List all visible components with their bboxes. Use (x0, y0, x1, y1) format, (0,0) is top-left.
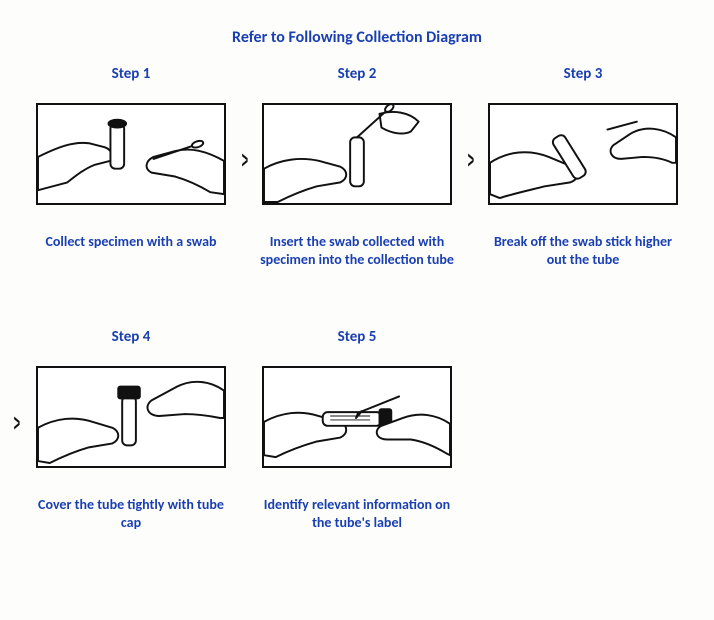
connector-icon: > (242, 149, 248, 173)
step-illustration-frame (36, 103, 226, 205)
step-illustration-frame (262, 366, 452, 468)
step-label: Step 2 (338, 65, 377, 83)
step2-illustration-icon (264, 103, 450, 205)
step-label: Step 5 (338, 328, 377, 346)
step-cell-1: Step 1 Col (27, 65, 235, 268)
step-illustration-frame (262, 103, 452, 205)
step-cell-5: Step 5 (253, 328, 461, 531)
step4-illustration-icon (38, 366, 224, 468)
step-label: Step 1 (112, 65, 151, 83)
step-cell-3: Step 3 Break off the swab stick high (479, 65, 687, 268)
diagram-title: Refer to Following Collection Diagram (27, 28, 687, 47)
step-caption: Break off the swab stick higher out the … (483, 233, 683, 268)
connector-icon: > (14, 412, 20, 436)
step-caption: Collect specimen with a swab (46, 233, 217, 251)
step5-illustration-icon (264, 366, 450, 468)
step-caption: Identify relevant information on the tub… (257, 496, 457, 531)
step-label: Step 3 (564, 65, 603, 83)
step-label: Step 4 (112, 328, 151, 346)
step-cell-4: Step 4 Cover the tube tightly with t (27, 328, 235, 531)
step-illustration-frame (488, 103, 678, 205)
connector-icon: > (468, 149, 474, 173)
step-caption: Cover the tube tightly with tube cap (31, 496, 231, 531)
step-illustration-frame (36, 366, 226, 468)
step1-illustration-icon (38, 103, 224, 205)
steps-grid: Step 1 Col (27, 65, 687, 531)
step-caption: Insert the swab collected with specimen … (257, 233, 457, 268)
step3-illustration-icon (490, 103, 676, 205)
step-cell-2: Step 2 Insert the swab (253, 65, 461, 268)
